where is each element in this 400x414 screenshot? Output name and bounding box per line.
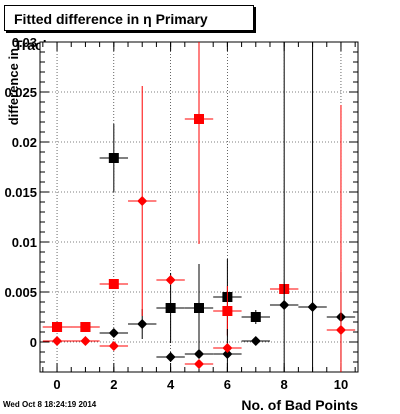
data-point-square xyxy=(222,306,233,316)
x-tick-label: 4 xyxy=(167,377,175,392)
chart-title: Fitted difference in η Primary Tracks xyxy=(4,5,254,53)
y-tick-label: 0.02 xyxy=(12,135,37,150)
data-point-diamond xyxy=(194,359,204,369)
data-point-diamond xyxy=(108,341,119,351)
x-tick-label: 0 xyxy=(53,377,60,392)
y-tick-label: 0.005 xyxy=(4,285,37,300)
data-point-square xyxy=(165,303,176,313)
y-tick-label: 0.025 xyxy=(4,85,37,100)
y-tick-label: 0 xyxy=(30,335,37,350)
x-tick-label: 10 xyxy=(334,377,348,392)
data-point-diamond xyxy=(80,336,91,346)
y-axis-label: difference in xyxy=(6,48,21,125)
x-tick-label: 6 xyxy=(224,377,231,392)
data-point-square xyxy=(194,114,204,124)
x-tick-label: 8 xyxy=(281,377,288,392)
data-point-square xyxy=(80,322,91,332)
y-tick-label: 0.015 xyxy=(4,185,37,200)
data-point-diamond xyxy=(335,325,346,335)
data-point-square xyxy=(52,322,63,332)
data-point-diamond xyxy=(250,336,261,346)
data-point-diamond xyxy=(194,349,204,359)
y-tick-label: 0.03 xyxy=(12,35,37,50)
data-point-diamond xyxy=(307,302,318,312)
data-point-diamond xyxy=(222,343,233,353)
data-point-square xyxy=(108,279,119,289)
data-point-diamond xyxy=(137,319,148,329)
data-point-diamond xyxy=(165,275,176,285)
data-point-diamond xyxy=(165,352,176,362)
timestamp: Wed Oct 8 18:24:19 2014 xyxy=(3,400,97,409)
data-point-diamond xyxy=(137,196,148,206)
data-point-diamond xyxy=(108,328,119,338)
data-point-diamond xyxy=(52,336,63,346)
data-point-square xyxy=(250,312,261,322)
y-tick-label: 0.01 xyxy=(12,235,37,250)
data-point-diamond xyxy=(222,349,233,359)
data-point-square xyxy=(108,153,119,163)
data-point-square xyxy=(194,303,204,313)
x-axis-label: No. of Bad Points xyxy=(241,397,358,413)
data-point-diamond xyxy=(279,300,290,310)
x-tick-label: 2 xyxy=(110,377,117,392)
